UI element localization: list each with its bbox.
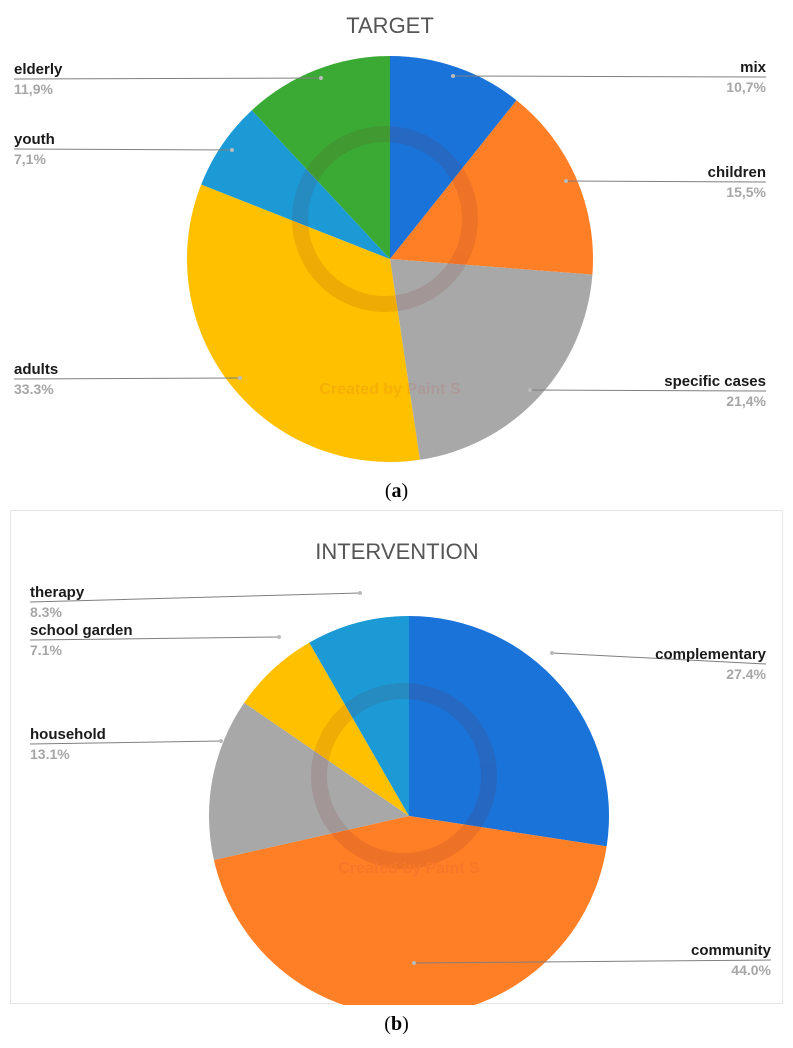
leader-line	[29, 636, 280, 641]
caption-b-letter: b	[390, 1013, 403, 1035]
slice-label-children: children 15,5%	[564, 164, 767, 200]
slice-name: therapy	[30, 584, 85, 601]
slice-percent: 27.4%	[726, 666, 766, 682]
slice-percent: 21,4%	[726, 393, 766, 409]
slice-label-therapy: therapy 8.3%	[29, 584, 362, 620]
slice-name: school garden	[30, 622, 133, 639]
leader-line	[13, 377, 241, 380]
leader-line	[413, 959, 772, 964]
slice-percent: 15,5%	[726, 184, 766, 200]
leader-line	[565, 180, 767, 183]
intervention-pie-chart: INTERVENTION Created by Paint S complement…	[29, 539, 772, 1005]
pie-slice-community	[213, 816, 607, 1005]
pie-slice-specific-cases	[390, 259, 593, 460]
slice-percent: 8.3%	[30, 604, 62, 620]
pie-slice-children	[390, 100, 594, 275]
target-chart-panel: TARGET Created by Paint S mix 10,7% children…	[0, 0, 793, 470]
leader-dot	[550, 651, 554, 655]
pie-slice-complementary	[409, 616, 610, 847]
pie-slice-school-garden	[244, 642, 409, 816]
slice-percent: 44.0%	[731, 962, 771, 978]
leader-line	[29, 740, 222, 745]
leader-line	[551, 652, 767, 665]
leader-dot	[528, 388, 532, 392]
slice-label-elderly: elderly 11,9%	[13, 61, 323, 97]
pie-slice-elderly	[251, 56, 390, 259]
figure-caption-a: (a)	[384, 480, 409, 502]
watermark: Created by Paint S	[311, 683, 497, 877]
pie-slice-household	[209, 702, 409, 860]
slice-label-community: community 44.0%	[412, 942, 772, 978]
chart-title: TARGET	[346, 13, 434, 38]
leader-dot	[230, 148, 234, 152]
slice-percent: 11,9%	[14, 81, 53, 97]
leader-line	[529, 389, 767, 392]
slice-percent: 33.3%	[14, 381, 54, 397]
slice-name: mix	[740, 59, 767, 76]
leader-line	[452, 75, 767, 78]
leader-dot	[277, 635, 281, 639]
leader-dot	[451, 74, 455, 78]
chart-title: INTERVENTION	[315, 539, 478, 564]
slice-name: adults	[14, 361, 58, 378]
leader-dot	[219, 739, 223, 743]
slice-label-youth: youth 7,1%	[13, 131, 234, 167]
slice-percent: 7,1%	[14, 151, 46, 167]
pie-slice-therapy	[309, 616, 409, 816]
pie-slice-mix	[390, 56, 517, 259]
slice-name: community	[691, 942, 772, 959]
slice-label-household: household 13.1%	[29, 726, 223, 762]
leader-line	[13, 148, 233, 151]
slice-percent: 10,7%	[726, 79, 766, 95]
pie-slice-youth	[201, 110, 390, 259]
slice-label-school-garden: school garden 7.1%	[29, 622, 281, 658]
leader-dot	[238, 376, 242, 380]
watermark-text: Created by Paint S	[319, 381, 461, 398]
watermark-text: Created by Paint S	[338, 860, 480, 877]
slice-percent: 13.1%	[30, 746, 70, 762]
slice-label-specific-cases: specific cases 21,4%	[528, 373, 767, 409]
leader-dot	[358, 591, 362, 595]
slice-name: complementary	[655, 646, 767, 663]
slice-label-mix: mix 10,7%	[451, 59, 767, 95]
figure-caption-b: (b)	[384, 1013, 409, 1035]
leader-line	[13, 77, 322, 80]
caption-a-letter: a	[391, 480, 402, 502]
slice-label-complementary: complementary 27.4%	[550, 646, 767, 682]
slice-name: specific cases	[664, 373, 766, 390]
watermark: Created by Paint S	[292, 126, 478, 398]
slice-name: children	[708, 164, 766, 181]
target-pie-chart: TARGET Created by Paint S mix 10,7% children…	[13, 13, 767, 463]
slice-name: youth	[14, 131, 55, 148]
leader-dot	[412, 961, 416, 965]
slice-percent: 7.1%	[30, 642, 62, 658]
leader-dot	[564, 179, 568, 183]
slice-name: elderly	[14, 61, 63, 78]
slice-label-adults: adults 33.3%	[13, 361, 242, 397]
slice-name: household	[30, 726, 106, 743]
pie-slice-adults	[187, 184, 420, 463]
leader-dot	[319, 76, 323, 80]
intervention-chart-panel: INTERVENTION Created by Paint S complement…	[10, 510, 783, 1005]
leader-line	[29, 592, 361, 603]
